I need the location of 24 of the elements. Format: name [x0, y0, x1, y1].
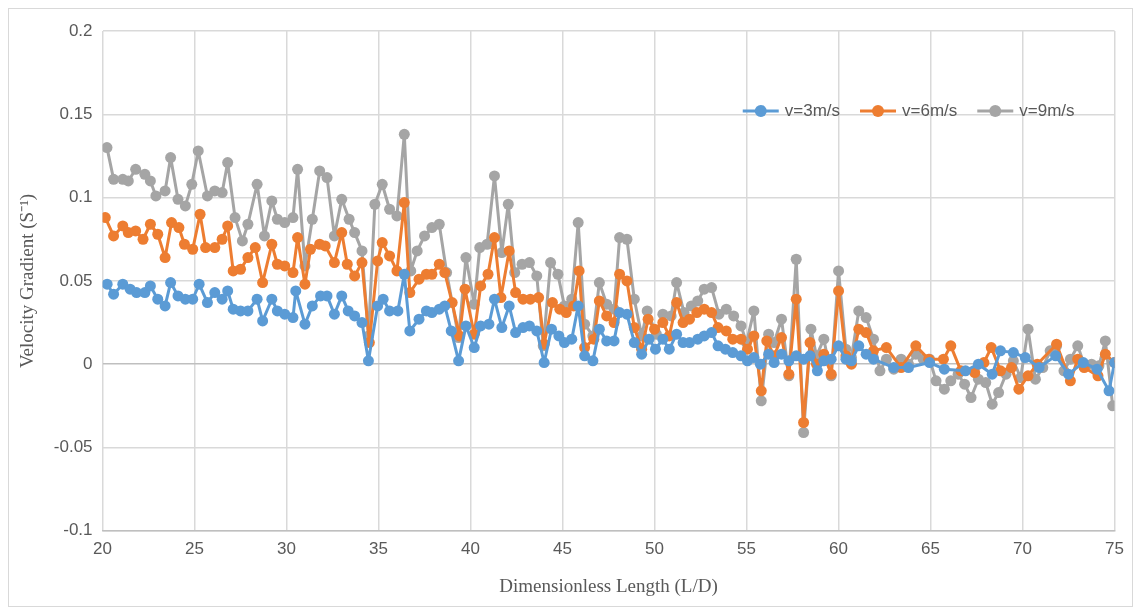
x-tick-label: 65: [921, 538, 941, 558]
y-tick-label: 0.1: [68, 187, 93, 207]
y-tick-label: 0.2: [68, 20, 93, 40]
x-tick-label: 55: [737, 538, 757, 558]
y-axis-title: Velocity Gradient (S⁻¹): [16, 193, 39, 369]
y-tick-label: -0.05: [53, 437, 93, 457]
x-tick-label: 40: [461, 538, 481, 558]
x-tick-label: 75: [1105, 538, 1125, 558]
legend-label: v=6m/s: [902, 100, 958, 120]
x-tick-label: 20: [93, 538, 113, 558]
x-axis-title: Dimensionless Length (L/D): [499, 574, 718, 597]
legend-label: v=3m/s: [784, 100, 841, 120]
y-tick-label: -0.1: [63, 520, 93, 540]
y-tick-label: 0.15: [59, 103, 93, 123]
x-tick-label: 45: [553, 538, 573, 558]
x-tick-label: 30: [277, 538, 297, 558]
y-tick-label: 0: [83, 353, 93, 373]
x-tick-label: 50: [645, 538, 665, 558]
x-tick-label: 25: [185, 538, 205, 558]
x-tick-label: 35: [369, 538, 389, 558]
y-tick-label: 0.05: [59, 270, 93, 290]
x-tick-label: 60: [829, 538, 849, 558]
legend-label: v=9m/s: [1019, 100, 1075, 120]
x-tick-label: 70: [1013, 538, 1033, 558]
